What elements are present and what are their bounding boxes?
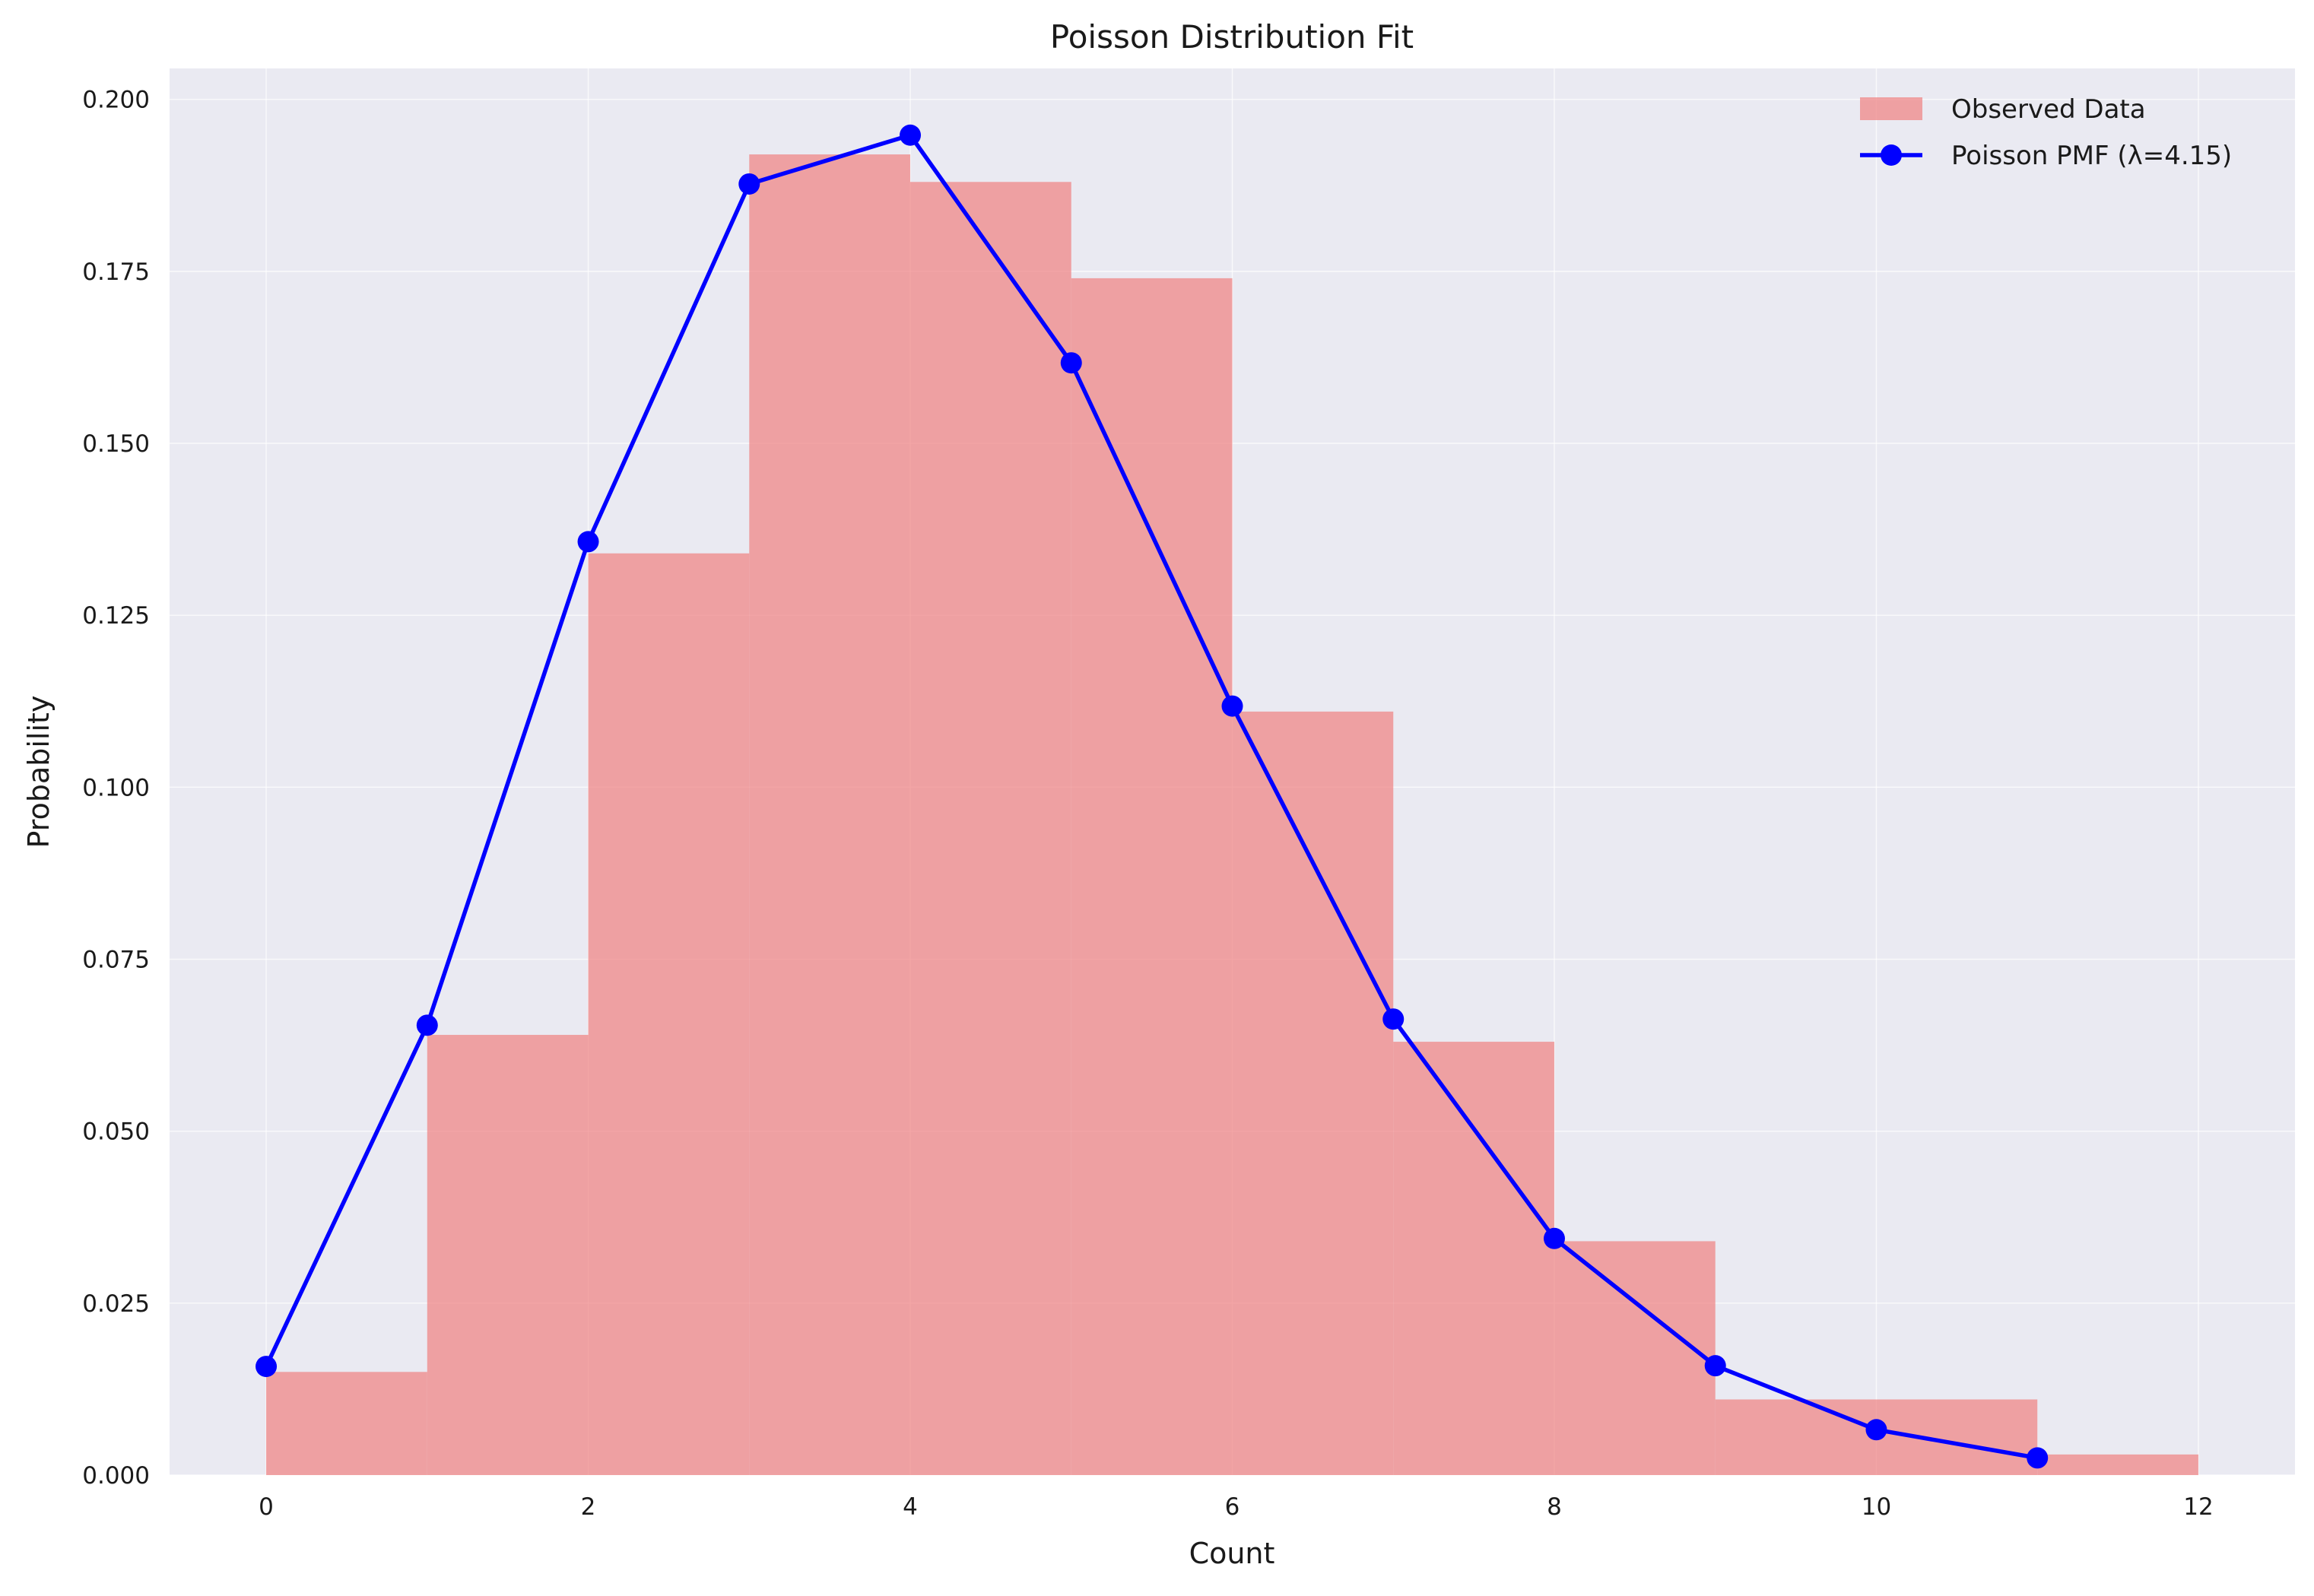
x-tick-label: 6: [1225, 1493, 1240, 1521]
pmf-point: [1543, 1227, 1565, 1249]
chart-title: Poisson Distribution Fit: [1050, 18, 1414, 56]
y-tick-label: 0.000: [82, 1462, 150, 1490]
y-tick-label: 0.175: [82, 259, 150, 286]
pmf-point: [1704, 1355, 1726, 1377]
x-tick-label: 4: [903, 1493, 918, 1521]
histogram-bar: [1071, 278, 1233, 1475]
histogram-bar: [910, 182, 1071, 1476]
histogram-bar: [1876, 1399, 2038, 1475]
pmf-point: [1382, 1008, 1405, 1030]
histogram-bar: [1715, 1399, 1877, 1475]
pmf-point: [2027, 1447, 2049, 1469]
legend-swatch-observed: [1860, 97, 1922, 120]
pmf-line-series: [256, 124, 2049, 1469]
pmf-line: [264, 133, 2038, 1461]
pmf-point: [900, 124, 922, 146]
histogram-bar: [1554, 1241, 1716, 1475]
histogram-bar: [427, 1035, 589, 1475]
y-tick-label: 0.200: [82, 87, 150, 114]
y-tick-label: 0.150: [82, 430, 150, 458]
legend: Observed Data Poisson PMF (λ=4.15): [1860, 94, 2232, 171]
y-tick-label: 0.100: [82, 774, 150, 801]
pmf-point: [1865, 1419, 1887, 1441]
y-tick-label: 0.025: [82, 1290, 150, 1318]
y-tick-label: 0.125: [82, 602, 150, 630]
histogram-bar: [2037, 1454, 2198, 1475]
x-tick-label: 12: [2183, 1493, 2213, 1521]
x-axis-label: Count: [1189, 1537, 1275, 1570]
pmf-point: [577, 531, 599, 553]
legend-label-pmf: Poisson PMF (λ=4.15): [1951, 141, 2232, 171]
histogram-bar: [588, 553, 750, 1475]
y-tick-label: 0.075: [82, 947, 150, 974]
x-tick-label: 8: [1547, 1493, 1562, 1521]
histogram-bar: [1232, 711, 1394, 1475]
x-tick-label: 2: [581, 1493, 596, 1521]
histogram-bar: [1393, 1042, 1554, 1475]
pmf-point: [1060, 352, 1082, 374]
pmf-point: [416, 1014, 438, 1036]
histogram-bars: [266, 154, 2198, 1476]
pmf-point: [1221, 695, 1243, 717]
histogram-bar: [266, 1372, 427, 1475]
histogram-bar: [749, 154, 911, 1475]
y-axis-label: Probability: [22, 696, 56, 849]
legend-marker-pmf: [1881, 144, 1902, 166]
pmf-point: [256, 1356, 278, 1378]
y-axis-ticks: 0.000 0.025 0.050 0.075 0.100 0.125 0.150 0.175…: [82, 87, 150, 1490]
legend-label-observed: Observed Data: [1951, 94, 2146, 125]
x-tick-label: 0: [259, 1493, 274, 1521]
pmf-point: [738, 173, 760, 195]
x-axis-ticks: 0 2 4 6 8 10 12: [259, 1493, 2214, 1521]
y-tick-label: 0.050: [82, 1118, 150, 1146]
x-tick-label: 10: [1862, 1493, 1891, 1521]
